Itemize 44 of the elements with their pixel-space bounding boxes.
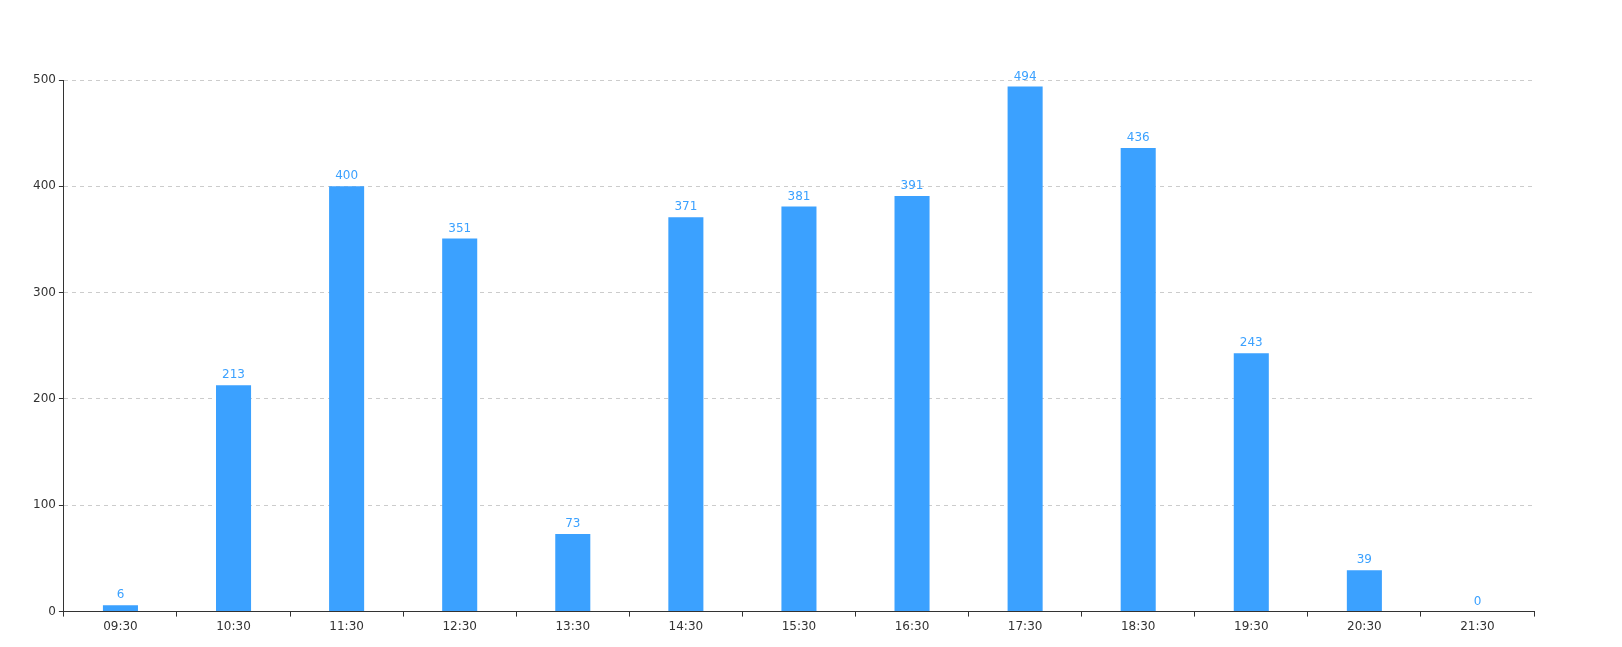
x-tick-label: 13:30 [555, 618, 591, 633]
data-label: 381 [787, 188, 811, 203]
bar [781, 206, 817, 612]
bar [216, 385, 252, 612]
data-label: 39 [1356, 552, 1373, 567]
y-tick-label: 500 [33, 72, 56, 87]
y-tick-label: 100 [33, 497, 56, 512]
data-label: 0 [1473, 593, 1482, 608]
x-tick-label: 12:30 [442, 618, 477, 633]
x-tick-label: 17:30 [1007, 618, 1043, 633]
data-label: 213 [222, 367, 245, 382]
data-label: 371 [674, 199, 698, 214]
x-tick-label: 11:30 [329, 618, 364, 633]
bar [329, 186, 365, 612]
bar [1346, 570, 1382, 612]
data-label: 6 [116, 587, 125, 602]
bar [102, 605, 138, 612]
x-tick-label: 20:30 [1347, 618, 1382, 633]
y-tick-label: 200 [33, 391, 56, 406]
x-tick-label: 09:30 [103, 618, 138, 633]
y-tick-label: 0 [48, 603, 56, 618]
data-label: 351 [448, 220, 472, 235]
bar [1233, 353, 1269, 612]
bar [894, 195, 930, 612]
x-tick-label: 16:30 [894, 618, 930, 633]
bar [555, 533, 591, 612]
data-label: 391 [900, 178, 924, 193]
x-tick-label: 14:30 [668, 618, 704, 633]
x-tick-label: 18:30 [1120, 618, 1156, 633]
y-tick-label: 300 [33, 284, 56, 299]
data-label: 400 [335, 168, 359, 183]
bar [1007, 86, 1043, 612]
y-tick-label: 400 [33, 178, 56, 193]
x-tick-label: 10:30 [216, 618, 251, 633]
x-tick-label: 15:30 [781, 618, 817, 633]
x-tick-label: 21:30 [1460, 618, 1495, 633]
bar [668, 217, 704, 612]
bar [442, 238, 478, 612]
bar [1120, 148, 1156, 612]
x-tick-label: 19:30 [1233, 618, 1269, 633]
data-label: 73 [565, 516, 581, 531]
data-label: 243 [1239, 335, 1263, 350]
data-label: 494 [1013, 68, 1037, 83]
data-label: 436 [1126, 130, 1150, 145]
